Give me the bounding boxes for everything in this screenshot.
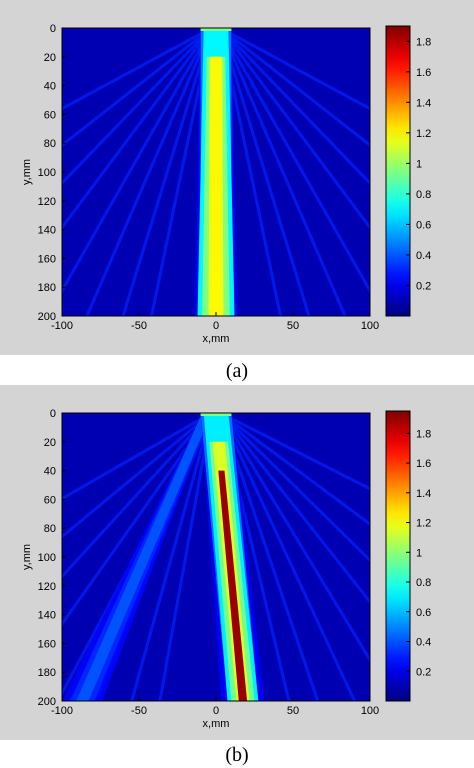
side-ray: [85, 28, 213, 316]
y-tick-label: 60: [44, 109, 56, 121]
side-ray: [62, 28, 213, 294]
colorbar-tick-label: 1.6: [416, 67, 431, 79]
heatmap-field: [62, 28, 370, 316]
side-ray: [219, 28, 370, 148]
caption-b: (b): [225, 744, 249, 766]
y-tick-label: 200: [38, 311, 56, 323]
colorbar-tick-label: 0.8: [416, 189, 431, 201]
y-tick-label: 160: [38, 638, 56, 650]
figure-panel-a: -100 -50 0 50 100 0 20 40 60 80 100 120 140 160 180 200…: [0, 0, 474, 355]
colorbar-tick-label: 0.6: [416, 607, 431, 619]
colorbar: [385, 25, 411, 317]
y-tick-label: 120: [38, 196, 56, 208]
y-tick-label: 180: [38, 667, 56, 679]
side-ray: [62, 28, 213, 111]
y-tick-label: 0: [50, 408, 56, 420]
y-axis-label: y,mm: [21, 544, 33, 570]
x-tick-label: 0: [213, 705, 219, 717]
side-ray: [62, 413, 213, 579]
colorbar-tick-label: 1.2: [416, 128, 431, 140]
colorbar-tick-label: 0.8: [416, 577, 431, 589]
figure-panel-b: -100 -50 0 50 100 0 20 40 60 80 100 120 140 160 180 200…: [0, 385, 474, 740]
heatmap-chart-a: -100 -50 0 50 100 0 20 40 60 80 100 120 140 160 180 200…: [21, 23, 431, 345]
colorbar-tick-label: 0.2: [416, 666, 431, 678]
colorbar-tick-label: 1: [416, 547, 422, 559]
side-ray: [219, 413, 356, 701]
y-tick-label: 20: [44, 52, 56, 64]
colorbar-tick-label: 1.8: [416, 428, 431, 440]
x-axis-label: x,mm: [203, 718, 230, 730]
side-lobe: [76, 413, 212, 701]
y-tick-label: 140: [38, 225, 56, 237]
x-tick-label: 0: [213, 320, 219, 332]
side-ray: [158, 413, 213, 701]
side-ray: [121, 28, 213, 316]
colorbar-tick-label: 0.4: [416, 250, 431, 262]
colorbar-tick-label: 1: [416, 158, 422, 170]
beam-layer: [218, 470, 248, 701]
colorbar-tick-label: 1.4: [416, 97, 431, 109]
source-aperture: [200, 413, 232, 416]
side-ray: [219, 28, 347, 316]
x-tick-label: -50: [131, 705, 147, 717]
x-tick-label: -100: [51, 320, 73, 332]
colorbar-tick-label: 1.8: [416, 36, 431, 48]
side-ray: [219, 413, 370, 491]
y-tick-label: 80: [44, 523, 56, 535]
colorbar-tick-label: 1.6: [416, 458, 431, 470]
heatmap-field: [62, 413, 370, 701]
side-ray: [219, 28, 370, 230]
colorbar-tick-label: 0.4: [416, 637, 431, 649]
side-ray: [62, 28, 213, 186]
y-tick-label: 120: [38, 581, 56, 593]
y-axis-label: y,mm: [21, 159, 33, 185]
x-tick-label: -50: [131, 320, 147, 332]
side-ray: [219, 413, 370, 663]
x-tick-label: 100: [361, 705, 379, 717]
colorbar-tick-label: 1.4: [416, 488, 431, 500]
y-tick-label: 60: [44, 494, 56, 506]
y-tick-label: 80: [44, 138, 56, 150]
side-ray: [62, 413, 213, 501]
y-tick-label: 40: [44, 466, 56, 478]
source-aperture: [200, 28, 232, 31]
side-ray: [62, 28, 213, 148]
side-ray: [219, 28, 370, 294]
side-ray: [219, 28, 311, 316]
side-ray: [219, 28, 370, 186]
side-ray: [62, 413, 213, 627]
side-ray: [219, 413, 370, 526]
x-tick-label: 50: [287, 705, 299, 717]
y-tick-label: 180: [38, 282, 56, 294]
y-tick-label: 100: [38, 167, 56, 179]
colorbar-tick-label: 0.6: [416, 219, 431, 231]
caption-a: (a): [225, 360, 249, 382]
side-ray: [130, 413, 213, 701]
y-tick-label: 140: [38, 610, 56, 622]
y-tick-label: 160: [38, 253, 56, 265]
side-ray: [219, 28, 370, 111]
side-ray: [219, 413, 370, 563]
colorbar-tick-label: 1.2: [416, 518, 431, 530]
x-axis-label: x,mm: [203, 333, 230, 345]
side-ray: [219, 413, 370, 605]
y-tick-label: 0: [50, 23, 56, 35]
side-ray: [62, 28, 213, 230]
y-tick-label: 20: [44, 437, 56, 449]
x-tick-label: -100: [51, 705, 73, 717]
beam-layer: [211, 56, 221, 316]
x-tick-label: 50: [287, 320, 299, 332]
y-tick-label: 40: [44, 81, 56, 93]
side-ray: [62, 413, 213, 539]
y-tick-label: 200: [38, 696, 56, 708]
x-tick-label: 100: [361, 320, 379, 332]
y-tick-label: 100: [38, 552, 56, 564]
heatmap-chart-b: -100 -50 0 50 100 0 20 40 60 80 100 120 140 160 180 200…: [21, 408, 431, 730]
colorbar-tick-label: 0.2: [416, 280, 431, 292]
colorbar: [385, 410, 411, 702]
